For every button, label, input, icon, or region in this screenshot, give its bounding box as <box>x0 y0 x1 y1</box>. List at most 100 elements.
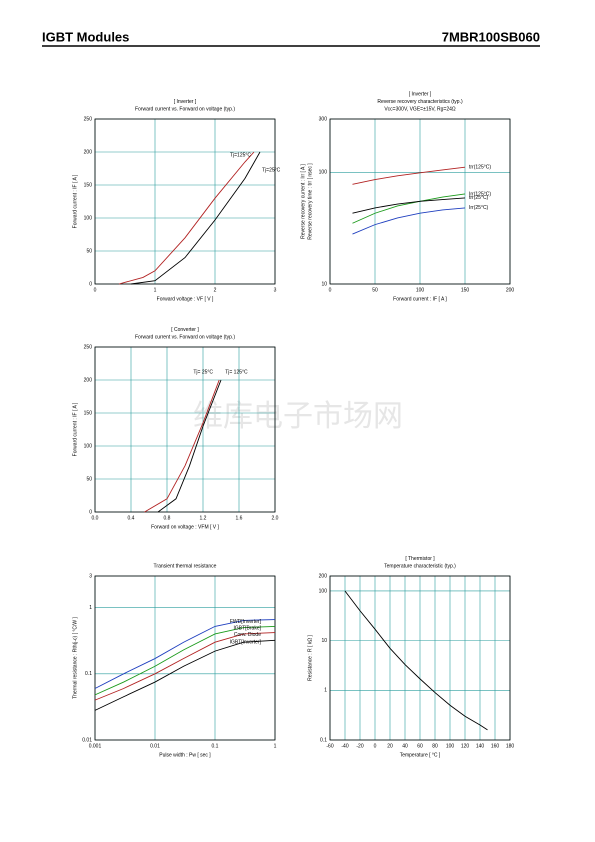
plot-frame <box>329 118 511 285</box>
legend-label: trr(125°C) <box>469 165 491 171</box>
x-tick-label: 0 <box>329 287 332 293</box>
x-tick-label: 0.1 <box>212 743 219 749</box>
chart-title: [ Inverter ] <box>174 99 197 105</box>
plot-frame <box>329 575 511 741</box>
series-line <box>144 379 220 513</box>
x-axis-label: Forward current : IF [ A ] <box>393 296 447 302</box>
x-tick-label: 2.0 <box>272 515 279 521</box>
y-tick-label: 0.1 <box>320 737 327 743</box>
chart-subtitle: Forward current vs. Forward on voltage (… <box>135 334 235 340</box>
y-axis-label: Forward current : IF [ A ] <box>72 174 78 228</box>
y-tick-label: 100 <box>84 443 93 449</box>
x-axis-label: Pulse width : Pw [ sec ] <box>159 752 211 758</box>
y-tick-label: 200 <box>84 149 93 155</box>
plot-frame <box>94 346 276 513</box>
x-tick-label: 100 <box>416 287 425 293</box>
x-tick-label: 1.6 <box>236 515 243 521</box>
x-tick-label: 100 <box>446 743 455 749</box>
plot-frame <box>94 118 276 285</box>
y-tick-label: 100 <box>319 588 328 594</box>
x-axis-label: Forward on voltage : VFM [ V ] <box>151 524 219 530</box>
x-tick-label: 1 <box>154 287 157 293</box>
x-tick-label: 150 <box>461 287 470 293</box>
y-axis-label: Resistance : R [ kΩ ] <box>307 635 313 681</box>
series-line <box>344 590 488 731</box>
x-tick-label: 80 <box>432 743 438 749</box>
x-tick-label: 0 <box>374 743 377 749</box>
series-line <box>94 619 276 689</box>
series-line <box>352 166 466 185</box>
y-tick-label: 250 <box>84 116 93 122</box>
series-line <box>352 197 466 214</box>
y-tick-label: 10 <box>321 638 327 644</box>
x-tick-label: 120 <box>461 743 470 749</box>
legend-label: Irr(25°C) <box>469 205 489 211</box>
legend-label: Irr(125°C) <box>469 191 491 197</box>
y-tick-label: 150 <box>84 182 93 188</box>
x-tick-label: 0.0 <box>92 515 99 521</box>
chart-subtitle: Reverse recovery characteristics (typ.) <box>377 99 463 105</box>
x-tick-label: 200 <box>506 287 515 293</box>
plot-frame <box>94 575 276 741</box>
header-right: 7MBR100SB060 <box>442 29 540 44</box>
y-tick-label: 10 <box>321 281 327 287</box>
x-tick-label: -20 <box>356 743 363 749</box>
x-tick-label: 0.8 <box>164 515 171 521</box>
watermark: 维库电子市场网 <box>193 399 403 434</box>
x-tick-label: 0.4 <box>128 515 135 521</box>
y-tick-label: 50 <box>86 476 92 482</box>
y-tick-label: 0 <box>89 509 92 515</box>
y-tick-label: 200 <box>319 573 328 579</box>
chart-title: [ Inverter ] <box>409 91 432 97</box>
series-line <box>94 639 276 711</box>
y-tick-label: 0 <box>89 281 92 287</box>
y-tick-label: 100 <box>84 215 93 221</box>
x-tick-label: 50 <box>372 287 378 293</box>
series-line <box>118 151 255 285</box>
x-tick-label: 40 <box>402 743 408 749</box>
x-tick-label: 2 <box>214 287 217 293</box>
legend-label: Tj= 125°C <box>225 369 248 375</box>
legend-label: trr(25°C) <box>469 195 489 201</box>
legend-label: Conv. Diode <box>234 632 261 638</box>
x-tick-label: -60 <box>326 743 333 749</box>
y-tick-label: 0.01 <box>82 737 92 743</box>
x-tick-label: 140 <box>476 743 485 749</box>
x-tick-label: 180 <box>506 743 515 749</box>
y-axis-label: Reverse recovery current : Irr [ A ] <box>300 164 306 239</box>
x-tick-label: 160 <box>491 743 500 749</box>
y-axis-label: Forward current : IF [ A ] <box>72 402 78 456</box>
series-line <box>94 632 276 701</box>
x-tick-label: -40 <box>341 743 348 749</box>
y-tick-label: 50 <box>86 248 92 254</box>
series-line <box>352 207 466 235</box>
chart-subtitle: Forward current vs. Forward on voltage (… <box>135 106 235 112</box>
legend-label: Tj= 25°C <box>193 369 213 375</box>
legend-label: Tj=25°C <box>262 167 281 173</box>
chart-title: [ Thermistor ] <box>405 556 435 562</box>
chart-subtitle: Temperature characteristic (typ.) <box>384 563 456 569</box>
x-tick-label: 0.001 <box>89 743 102 749</box>
chart-title: Transient thermal resistance <box>154 563 217 569</box>
legend-label: IGBT[Inverter] <box>230 640 262 646</box>
y-tick-label: 100 <box>319 170 328 176</box>
y-tick-label: 3 <box>89 573 92 579</box>
y-tick-label: 300 <box>319 116 328 122</box>
x-tick-label: 1.2 <box>200 515 207 521</box>
chart-title: [ Converter ] <box>171 327 199 333</box>
x-tick-label: 60 <box>417 743 423 749</box>
y-axis-label: Reverse recovery time : trr [ nsec ] <box>307 163 313 240</box>
legend-label: FWD[Inverter] <box>230 619 262 625</box>
y-tick-label: 200 <box>84 377 93 383</box>
chart-note: Vcc=300V, VGE=±15V, Rg=24Ω <box>384 106 456 112</box>
y-tick-label: 250 <box>84 344 93 350</box>
legend-label: Tj=125°C <box>230 152 251 158</box>
y-axis-label: Thermal resistance : Rth(j-c) [ °C/W ] <box>72 617 78 699</box>
legend-label: IGBT[Brake] <box>233 626 261 632</box>
series-line <box>94 625 276 696</box>
series-line <box>157 379 222 513</box>
y-tick-label: 1 <box>324 688 327 694</box>
x-tick-label: 0 <box>94 287 97 293</box>
header-left: IGBT Modules <box>42 29 129 44</box>
